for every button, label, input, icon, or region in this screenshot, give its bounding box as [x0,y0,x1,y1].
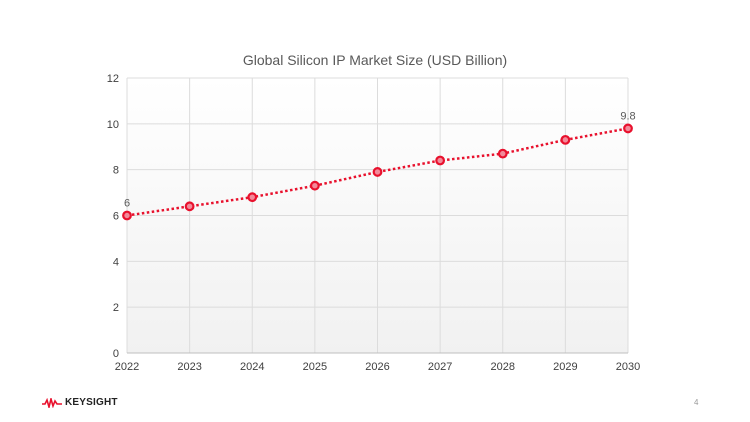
x-tick-label: 2025 [303,361,327,373]
data-point [309,180,320,191]
data-point [372,167,383,177]
page-number: 4 [694,398,699,407]
x-tick-label: 2022 [115,361,139,373]
y-tick-label: 12 [107,73,119,85]
data-point [247,192,258,203]
y-tick-label: 2 [113,302,119,314]
keysight-wave-icon [42,397,62,408]
x-tick-label: 2023 [177,361,201,373]
x-tick-label: 2024 [240,361,264,373]
x-tick-label: 2026 [365,361,389,373]
y-tick-label: 4 [113,256,119,268]
chart-title: Global Silicon IP Market Size (USD Billi… [243,52,507,68]
data-point [435,155,446,166]
x-tick-label: 2029 [553,361,577,373]
y-tick-label: 0 [113,348,119,360]
data-label: 9.8 [620,110,635,122]
brand-name: KEYSIGHT [65,397,118,408]
keysight-logo: KEYSIGHT [42,397,118,408]
data-label: 6 [124,198,130,210]
data-point [623,123,633,134]
x-tick-label: 2028 [491,361,515,373]
data-point [497,148,508,159]
x-tick-label: 2027 [428,361,452,373]
data-point [122,210,132,221]
data-point [184,201,195,212]
y-tick-label: 8 [113,165,119,177]
x-tick-label: 2030 [616,361,640,373]
y-tick-label: 10 [107,119,119,131]
y-tick-label: 6 [113,211,119,223]
data-point [560,134,571,145]
